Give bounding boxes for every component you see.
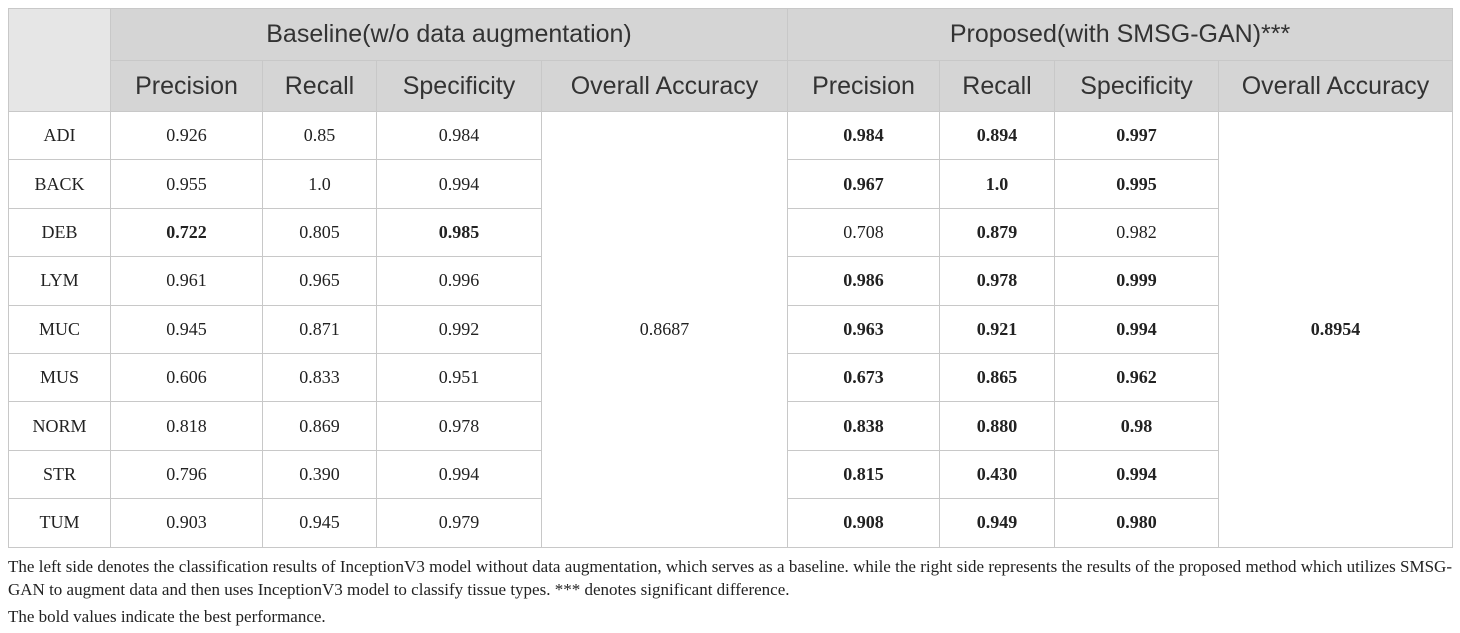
data-row: DEB 0.722 0.805 0.985 0.708 0.879 0.982 (8, 207, 1453, 258)
row-label: MUC (8, 304, 111, 354)
column-header: Overall Accuracy (540, 60, 789, 112)
value-cell: 0.871 (262, 304, 377, 354)
table-figure: Baseline(w/o data augmentation) Proposed(… (8, 8, 1454, 632)
value-cell: 0.98 (1054, 401, 1220, 451)
value-cell: 0.815 (787, 449, 941, 500)
value-cell: 0.869 (262, 401, 377, 451)
value-cell: 0.997 (1054, 110, 1220, 161)
column-header: Recall (939, 60, 1056, 112)
value-cell: 0.994 (1054, 304, 1220, 354)
column-header: Precision (110, 60, 263, 112)
data-row: LYM 0.961 0.965 0.996 0.986 0.978 0.999 (8, 256, 1453, 306)
value-cell: 0.865 (939, 352, 1056, 403)
corner-cell (8, 8, 111, 112)
row-label: TUM (8, 498, 111, 548)
group-header: Baseline(w/o data augmentation) (109, 8, 789, 61)
value-cell: 0.722 (110, 207, 263, 258)
value-cell: 0.996 (376, 256, 542, 306)
value-cell: 0.838 (787, 401, 941, 451)
data-row: BACK 0.955 1.0 0.994 0.967 1.0 0.995 (8, 159, 1453, 209)
row-label: MUS (8, 352, 111, 403)
value-cell: 0.992 (376, 304, 542, 354)
value-cell: 0.945 (262, 498, 377, 548)
value-cell: 0.945 (110, 304, 263, 354)
value-cell: 0.978 (939, 256, 1056, 306)
value-cell: 0.390 (262, 449, 377, 500)
data-row: MUC 0.945 0.871 0.992 0.963 0.921 0.994 (8, 304, 1453, 354)
data-row: STR 0.796 0.390 0.994 0.815 0.430 0.994 (8, 449, 1453, 500)
value-cell: 0.994 (376, 449, 542, 500)
value-cell: 0.880 (939, 401, 1056, 451)
header-row: Precision Recall Specificity Overall Accura… (9, 60, 1454, 112)
note: The bold values indicate the best perfor… (8, 606, 326, 626)
column-header: Specificity (376, 60, 542, 112)
value-cell: 0.980 (1054, 498, 1220, 548)
column-header: Precision (787, 60, 941, 112)
value-cell: 0.708 (787, 207, 941, 258)
header-row: Baseline(w/o data augmentation) Proposed(… (8, 8, 1454, 112)
value-cell: 0.982 (1054, 207, 1220, 258)
row-label: LYM (8, 256, 111, 306)
column-header: Specificity (1054, 60, 1220, 112)
value-cell: 0.984 (787, 110, 941, 161)
value-cell: 0.955 (110, 159, 263, 209)
overall-accuracy: 0.8687 (540, 111, 789, 548)
results-table: Baseline(w/o data augmentation) Proposed(… (8, 8, 1454, 548)
value-cell: 0.805 (262, 207, 377, 258)
overall-accuracy: 0.8954 (1218, 111, 1454, 548)
value-cell: 0.984 (376, 110, 542, 161)
value-cell: 0.999 (1054, 256, 1220, 306)
data-row: ADI 0.926 0.85 0.984 0.8687 0.984 0.894 0.997 0.… (8, 110, 1454, 548)
value-cell: 0.926 (110, 110, 263, 161)
value-cell: 0.833 (262, 352, 377, 403)
data-row: MUS 0.606 0.833 0.951 0.673 0.865 0.962 (8, 352, 1453, 403)
value-cell: 0.994 (376, 159, 542, 209)
notes: The left side denotes the classification… (8, 555, 1452, 628)
data-row: NORM 0.818 0.869 0.978 0.838 0.880 0.98 (8, 401, 1453, 451)
row-label: NORM (8, 401, 111, 451)
value-cell: 0.430 (939, 449, 1056, 500)
value-cell: 0.951 (376, 352, 542, 403)
column-header: Recall (262, 60, 377, 112)
value-cell: 0.921 (939, 304, 1056, 354)
row-label: STR (8, 449, 111, 500)
value-cell: 0.85 (262, 110, 377, 161)
value-cell: 1.0 (939, 159, 1056, 209)
value-cell: 0.879 (939, 207, 1056, 258)
value-cell: 0.796 (110, 449, 263, 500)
value-cell: 0.673 (787, 352, 941, 403)
row-label: ADI (8, 110, 111, 161)
value-cell: 0.818 (110, 401, 263, 451)
group-header: Proposed(with SMSG-GAN)*** (787, 8, 1454, 61)
note: The left side denotes the classification… (8, 556, 1452, 599)
table-body: ADI 0.926 0.85 0.984 0.8687 0.984 0.894 0.997 0.… (8, 110, 1454, 548)
value-cell: 0.963 (787, 304, 941, 354)
value-cell: 0.967 (787, 159, 941, 209)
value-cell: 0.986 (787, 256, 941, 306)
table-header: Baseline(w/o data augmentation) Proposed(… (8, 8, 1454, 112)
value-cell: 0.965 (262, 256, 377, 306)
row-label: DEB (8, 207, 111, 258)
value-cell: 0.978 (376, 401, 542, 451)
value-cell: 0.994 (1054, 449, 1220, 500)
value-cell: 0.894 (939, 110, 1056, 161)
data-row: TUM 0.903 0.945 0.979 0.908 0.949 0.980 (8, 498, 1453, 548)
value-cell: 0.979 (376, 498, 542, 548)
value-cell: 0.985 (376, 207, 542, 258)
value-cell: 1.0 (262, 159, 377, 209)
value-cell: 0.949 (939, 498, 1056, 548)
value-cell: 0.908 (787, 498, 941, 548)
value-cell: 0.606 (110, 352, 263, 403)
value-cell: 0.903 (110, 498, 263, 548)
column-header: Overall Accuracy (1218, 60, 1454, 112)
row-label: BACK (8, 159, 111, 209)
value-cell: 0.961 (110, 256, 263, 306)
value-cell: 0.995 (1054, 159, 1220, 209)
value-cell: 0.962 (1054, 352, 1220, 403)
